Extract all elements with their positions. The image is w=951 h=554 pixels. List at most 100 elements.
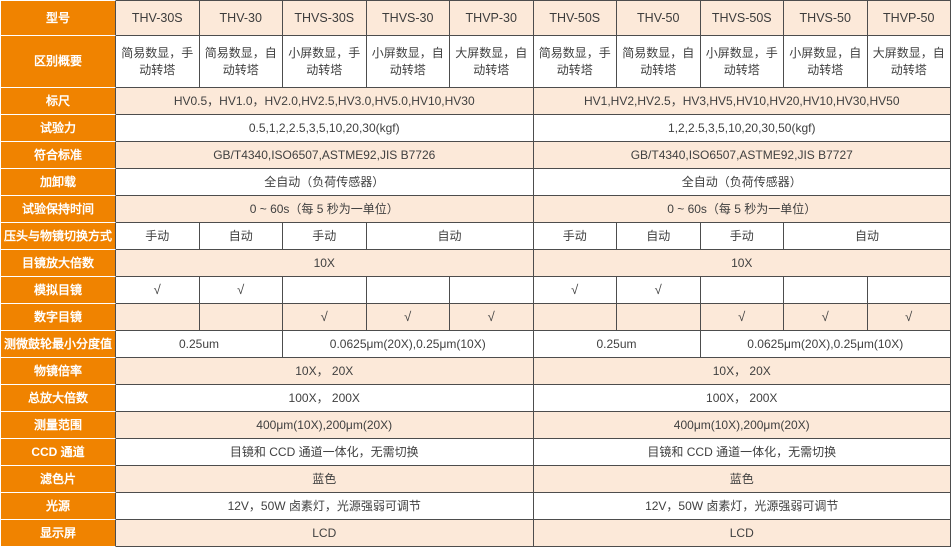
row-label: 显示屏: [0, 520, 116, 547]
spec-cell: [283, 277, 367, 304]
spec-cell: 400μm(10X),200μm(20X): [116, 412, 534, 439]
spec-cell: 手动: [116, 223, 200, 250]
spec-cell: 400μm(10X),200μm(20X): [533, 412, 951, 439]
spec-cell: 10X: [116, 250, 534, 277]
spec-cell: [784, 277, 868, 304]
spec-row: 加卸载 全自动（负荷传感器） 全自动（负荷传感器）: [0, 169, 951, 196]
spec-cell: 12V，50W 卤素灯，光源强弱可调节: [116, 493, 534, 520]
row-label-model: 型号: [0, 0, 116, 36]
spec-row: 显示屏 LCD LCD: [0, 520, 951, 547]
spec-cell: 手动: [283, 223, 367, 250]
spec-cell: 手动: [533, 223, 617, 250]
spec-cell: 目镜和 CCD 通道一体化，无需切换: [533, 439, 951, 466]
row-label: 数字目镜: [0, 304, 116, 331]
model-header: THV-50S: [533, 0, 617, 36]
spec-cell: 简易数显，自动转塔: [199, 36, 283, 88]
spec-cell: [533, 304, 617, 331]
spec-cell: 小屏数显，手动转塔: [700, 36, 784, 88]
spec-cell: HV0.5，HV1.0，HV2.0,HV2.5,HV3.0,HV5.0,HV10…: [116, 88, 534, 115]
check-cell: √: [283, 304, 367, 331]
spec-cell: 自动: [366, 223, 534, 250]
spec-cell: 100X， 200X: [116, 385, 534, 412]
check-cell: √: [784, 304, 868, 331]
spec-cell: 蓝色: [116, 466, 534, 493]
spec-cell: 0.25um: [116, 331, 283, 358]
spec-row: 测量范围 400μm(10X),200μm(20X) 400μm(10X),200μ…: [0, 412, 951, 439]
model-header: THV-30: [199, 0, 283, 36]
spec-cell: 12V，50W 卤素灯，光源强弱可调节: [533, 493, 951, 520]
spec-cell: [617, 304, 701, 331]
spec-row: 光源 12V，50W 卤素灯，光源强弱可调节 12V，50W 卤素灯，光源强弱可调节: [0, 493, 951, 520]
row-label: 加卸载: [0, 169, 116, 196]
spec-row: 目镜放大倍数 10X 10X: [0, 250, 951, 277]
row-label: 测微鼓轮最小分度值: [0, 331, 116, 358]
spec-cell: 10X: [533, 250, 951, 277]
check-cell: √: [867, 304, 951, 331]
spec-cell: 小屏数显，手动转塔: [283, 36, 367, 88]
spec-cell: 简易数显，手动转塔: [533, 36, 617, 88]
check-cell: √: [450, 304, 534, 331]
spec-cell: 手动: [700, 223, 784, 250]
spec-cell: 0 ~ 60s（每 5 秒为一单位）: [116, 196, 534, 223]
spec-row: 数字目镜 √ √ √ √ √ √: [0, 304, 951, 331]
check-cell: √: [617, 277, 701, 304]
check-cell: √: [366, 304, 450, 331]
spec-cell: 10X， 20X: [533, 358, 951, 385]
check-cell: √: [199, 277, 283, 304]
spec-cell: [700, 277, 784, 304]
row-label: 目镜放大倍数: [0, 250, 116, 277]
row-label: 模拟目镜: [0, 277, 116, 304]
spec-row: 区别概要 简易数显，手动转塔 简易数显，自动转塔 小屏数显，手动转塔 小屏数显，自动转塔…: [0, 36, 951, 88]
spec-cell: HV1,HV2,HV2.5，HV3,HV5,HV10,HV20,HV10,HV3…: [533, 88, 951, 115]
spec-cell: 小屏数显，自动转塔: [784, 36, 868, 88]
row-label: 光源: [0, 493, 116, 520]
spec-cell: [867, 277, 951, 304]
spec-cell: GB/T4340,ISO6507,ASTME92,JIS B7726: [116, 142, 534, 169]
spec-row: 滤色片 蓝色 蓝色: [0, 466, 951, 493]
spec-cell: 全自动（负荷传感器）: [116, 169, 534, 196]
spec-row: 总放大倍数 100X， 200X 100X， 200X: [0, 385, 951, 412]
row-label: 滤色片: [0, 466, 116, 493]
spec-cell: 0 ~ 60s（每 5 秒为一单位）: [533, 196, 951, 223]
spec-row: 测微鼓轮最小分度值 0.25um 0.0625μm(20X),0.25μm(10X)…: [0, 331, 951, 358]
row-label: 符合标准: [0, 142, 116, 169]
check-cell: √: [116, 277, 200, 304]
spec-row: 标尺 HV0.5，HV1.0，HV2.0,HV2.5,HV3.0,HV5.0,HV…: [0, 88, 951, 115]
spec-cell: LCD: [533, 520, 951, 547]
row-label: 标尺: [0, 88, 116, 115]
row-label: 试验力: [0, 115, 116, 142]
spec-cell: 大屏数显，自动转塔: [450, 36, 534, 88]
model-header: THVS-30: [366, 0, 450, 36]
check-cell: √: [700, 304, 784, 331]
spec-row: 物镜倍率 10X， 20X 10X， 20X: [0, 358, 951, 385]
model-header: THVS-50S: [700, 0, 784, 36]
model-header: THV-30S: [116, 0, 200, 36]
spec-cell: 目镜和 CCD 通道一体化，无需切换: [116, 439, 534, 466]
spec-cell: GB/T4340,ISO6507,ASTME92,JIS B7727: [533, 142, 951, 169]
spec-cell: [366, 277, 450, 304]
spec-cell: 简易数显，手动转塔: [116, 36, 200, 88]
model-header: THVP-50: [867, 0, 951, 36]
model-header: THVP-30: [450, 0, 534, 36]
spec-cell: 蓝色: [533, 466, 951, 493]
spec-row: 模拟目镜 √ √ √ √: [0, 277, 951, 304]
row-label: 区别概要: [0, 36, 116, 88]
row-label: 试验保持时间: [0, 196, 116, 223]
spec-cell: 1,2,2.5,3,5,10,20,30,50(kgf): [533, 115, 951, 142]
spec-cell: 自动: [784, 223, 951, 250]
check-cell: √: [533, 277, 617, 304]
spec-cell: 0.0625μm(20X),0.25μm(10X): [283, 331, 534, 358]
spec-cell: 大屏数显，自动转塔: [867, 36, 951, 88]
spec-cell: 自动: [617, 223, 701, 250]
spec-cell: 小屏数显，自动转塔: [366, 36, 450, 88]
model-header: THVS-50: [784, 0, 868, 36]
spec-row: CCD 通道 目镜和 CCD 通道一体化，无需切换 目镜和 CCD 通道一体化，无需…: [0, 439, 951, 466]
row-label: 物镜倍率: [0, 358, 116, 385]
spec-row: 压头与物镜切换方式 手动 自动 手动 自动 手动 自动 手动 自动: [0, 223, 951, 250]
spec-cell: 100X， 200X: [533, 385, 951, 412]
spec-cell: 0.5,1,2,2.5,3,5,10,20,30(kgf): [116, 115, 534, 142]
spec-cell: [199, 304, 283, 331]
spec-cell: 0.0625μm(20X),0.25μm(10X): [700, 331, 951, 358]
